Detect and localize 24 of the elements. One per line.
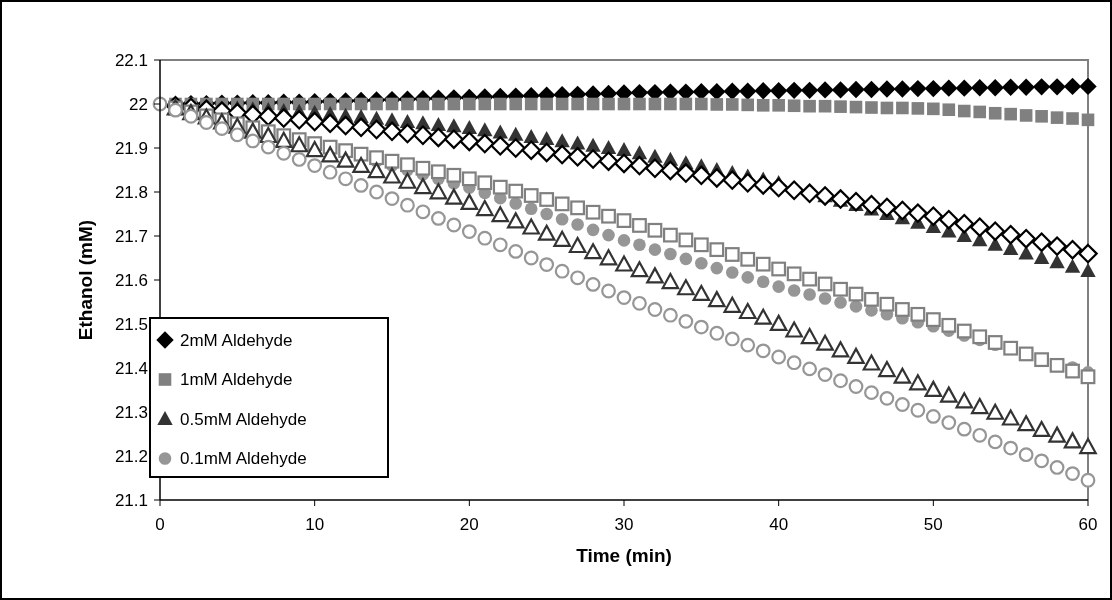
x-axis-title: Time (min): [576, 545, 672, 566]
legend-label: 0.1mM Aldehyde: [180, 449, 307, 469]
y-tick-label: 21.9: [114, 138, 148, 158]
y-tick-label: 22: [129, 94, 148, 114]
y-tick-label: 21.6: [114, 270, 148, 290]
x-tick-label: 40: [769, 515, 789, 534]
y-tick-label: 21.4: [114, 358, 148, 378]
y-tick-label: 21.7: [114, 226, 148, 246]
x-tick-label: 30: [614, 515, 634, 534]
x-tick-label: 10: [305, 515, 325, 534]
y-tick-label: 21.2: [114, 446, 148, 466]
y-tick-label: 21.1: [114, 490, 148, 510]
x-tick-label: 20: [459, 515, 479, 534]
y-tick-label: 21.5: [114, 314, 148, 334]
x-tick-label: 60: [1078, 515, 1098, 534]
y-tick-label: 22.1: [114, 50, 148, 70]
y-tick-label: 21.3: [114, 402, 148, 422]
legend-label: 1mM Aldehyde: [180, 370, 293, 390]
y-tick-label: 21.8: [114, 182, 148, 202]
x-tick-label: 0: [155, 515, 165, 534]
y-axis-title: Ethanol (mM): [75, 219, 96, 341]
legend-label: 2mM Aldehyde: [180, 330, 293, 350]
x-tick-label: 50: [923, 515, 943, 534]
legend-label: 0.5mM Aldehyde: [180, 409, 307, 429]
